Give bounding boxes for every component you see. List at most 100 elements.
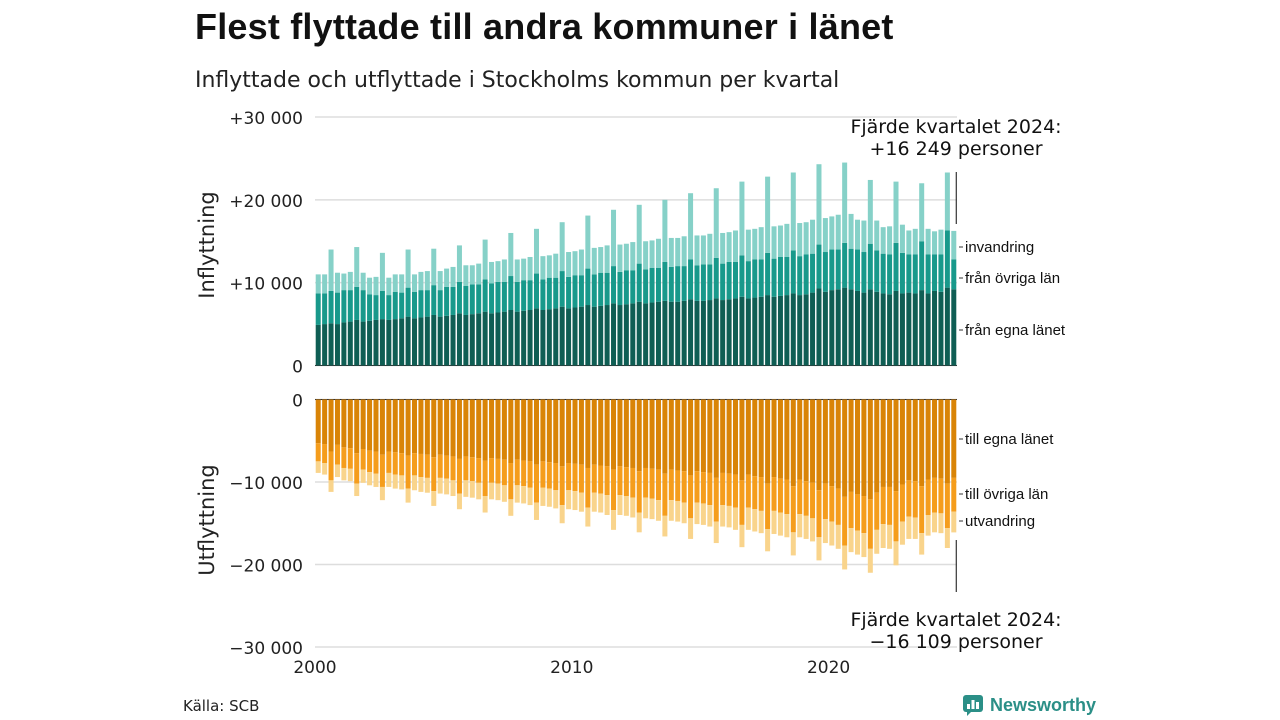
x-tick-label: 2010 (550, 658, 593, 678)
bar-out-utvandring (765, 529, 771, 552)
bar-in-fran-egna-lanet (508, 310, 514, 366)
y-tick-label: +10 000 (229, 275, 303, 295)
bar-in-fran-egna-lanet (707, 300, 713, 366)
bar-in-fran-egna-lanet (469, 314, 475, 366)
bar-in-fran-ovriga-lan (861, 252, 867, 293)
bar-in-fran-egna-lanet (668, 301, 674, 366)
bar-out-till-egna-lanet (598, 399, 604, 466)
bar-out-till-ovriga-lan (322, 444, 328, 464)
bar-out-till-egna-lanet (482, 399, 488, 461)
bar-in-fran-ovriga-lan (354, 286, 360, 320)
bar-out-till-ovriga-lan (662, 473, 668, 516)
bar-out-utvandring (572, 491, 578, 511)
bar-out-till-egna-lanet (726, 399, 732, 474)
bar-out-utvandring (591, 492, 597, 512)
bar-out-utvandring (861, 533, 867, 558)
bar-out-utvandring (412, 475, 418, 491)
bar-out-utvandring (405, 488, 411, 503)
bar-out-till-egna-lanet (784, 399, 790, 480)
bar-in-invandring (932, 231, 938, 255)
bar-out-till-egna-lanet (591, 399, 597, 465)
bar-out-till-egna-lanet (611, 399, 617, 470)
bar-in-fran-ovriga-lan (810, 253, 816, 293)
bar-in-fran-ovriga-lan (662, 261, 668, 301)
bar-in-fran-ovriga-lan (752, 259, 758, 298)
bar-out-utvandring (444, 478, 450, 495)
bar-out-utvandring (418, 477, 424, 492)
bar-in-fran-ovriga-lan (848, 248, 854, 290)
bar-in-fran-egna-lanet (662, 300, 668, 366)
bar-in-fran-egna-lanet (739, 296, 745, 366)
bar-out-utvandring (944, 528, 950, 548)
bar-out-till-ovriga-lan (649, 468, 655, 499)
bar-out-till-egna-lanet (559, 399, 565, 467)
bar-out-till-egna-lanet (790, 399, 796, 487)
bar-in-invandring (347, 271, 353, 291)
bar-in-fran-egna-lanet (514, 311, 520, 366)
bar-out-till-egna-lanet (463, 399, 469, 457)
bar-in-fran-egna-lanet (553, 308, 559, 366)
bar-in-fran-ovriga-lan (598, 272, 604, 306)
bar-out-utvandring (925, 515, 931, 536)
bar-in-invandring (688, 193, 694, 260)
bar-in-fran-egna-lanet (630, 303, 636, 366)
bar-in-invandring (822, 218, 828, 253)
bar-out-till-egna-lanet (797, 399, 803, 480)
bar-out-till-egna-lanet (662, 399, 668, 474)
bar-in-fran-ovriga-lan (668, 266, 674, 302)
bar-out-utvandring (758, 510, 764, 534)
bar-in-invandring (450, 266, 456, 287)
bar-out-till-ovriga-lan (540, 461, 546, 488)
bar-in-invandring (893, 181, 899, 243)
bar-in-fran-ovriga-lan (489, 283, 495, 314)
bar-in-invandring (418, 271, 424, 291)
bar-out-till-ovriga-lan (559, 466, 565, 506)
bar-out-till-egna-lanet (681, 399, 687, 472)
brand-logo[interactable]: Newsworthy (962, 694, 1096, 716)
bar-out-till-ovriga-lan (373, 451, 379, 474)
bar-in-fran-egna-lanet (694, 300, 700, 366)
bar-out-till-ovriga-lan (887, 486, 893, 525)
bar-in-fran-ovriga-lan (880, 253, 886, 294)
bar-in-fran-ovriga-lan (508, 276, 514, 311)
bar-out-till-egna-lanet (418, 399, 424, 454)
bar-out-utvandring (694, 502, 700, 525)
bar-out-till-ovriga-lan (951, 477, 957, 512)
bar-out-till-ovriga-lan (424, 454, 430, 478)
bar-in-fran-ovriga-lan (437, 290, 443, 317)
y-axis-title-utflyttning: Utflyttning (195, 464, 219, 576)
bar-in-fran-egna-lanet (874, 291, 880, 366)
y-tick-label: 0 (292, 392, 303, 412)
bar-in-fran-ovriga-lan (540, 279, 546, 311)
bar-out-till-egna-lanet (469, 399, 475, 458)
bar-in-invandring (816, 164, 822, 245)
bar-in-fran-egna-lanet (887, 294, 893, 366)
bar-in-fran-egna-lanet (906, 292, 912, 366)
bar-out-till-ovriga-lan (906, 480, 912, 517)
bar-out-till-egna-lanet (379, 399, 385, 455)
bar-in-fran-egna-lanet (412, 318, 418, 366)
bar-in-fran-egna-lanet (816, 288, 822, 366)
bar-in-fran-ovriga-lan (887, 254, 893, 295)
bar-in-fran-ovriga-lan (546, 277, 552, 310)
bar-in-invandring (636, 204, 642, 264)
bar-in-fran-ovriga-lan (681, 266, 687, 301)
bar-in-fran-ovriga-lan (899, 252, 905, 294)
bar-out-till-ovriga-lan (829, 486, 835, 522)
bar-out-till-ovriga-lan (688, 475, 694, 519)
bar-out-utvandring (745, 507, 751, 530)
bar-out-utvandring (643, 497, 649, 519)
bar-out-till-ovriga-lan (379, 454, 385, 487)
bar-in-fran-egna-lanet (456, 313, 462, 366)
bar-in-fran-egna-lanet (829, 290, 835, 366)
bar-in-fran-egna-lanet (495, 312, 501, 366)
bar-in-fran-ovriga-lan (533, 273, 539, 309)
bar-out-utvandring (662, 515, 668, 537)
bar-in-invandring (489, 261, 495, 284)
bar-in-invandring (752, 228, 758, 260)
bar-out-utvandring (739, 524, 745, 548)
bar-out-utvandring (533, 502, 539, 520)
bar-out-utvandring (450, 480, 456, 497)
bar-in-invandring (899, 224, 905, 253)
bar-in-fran-ovriga-lan (405, 287, 411, 317)
